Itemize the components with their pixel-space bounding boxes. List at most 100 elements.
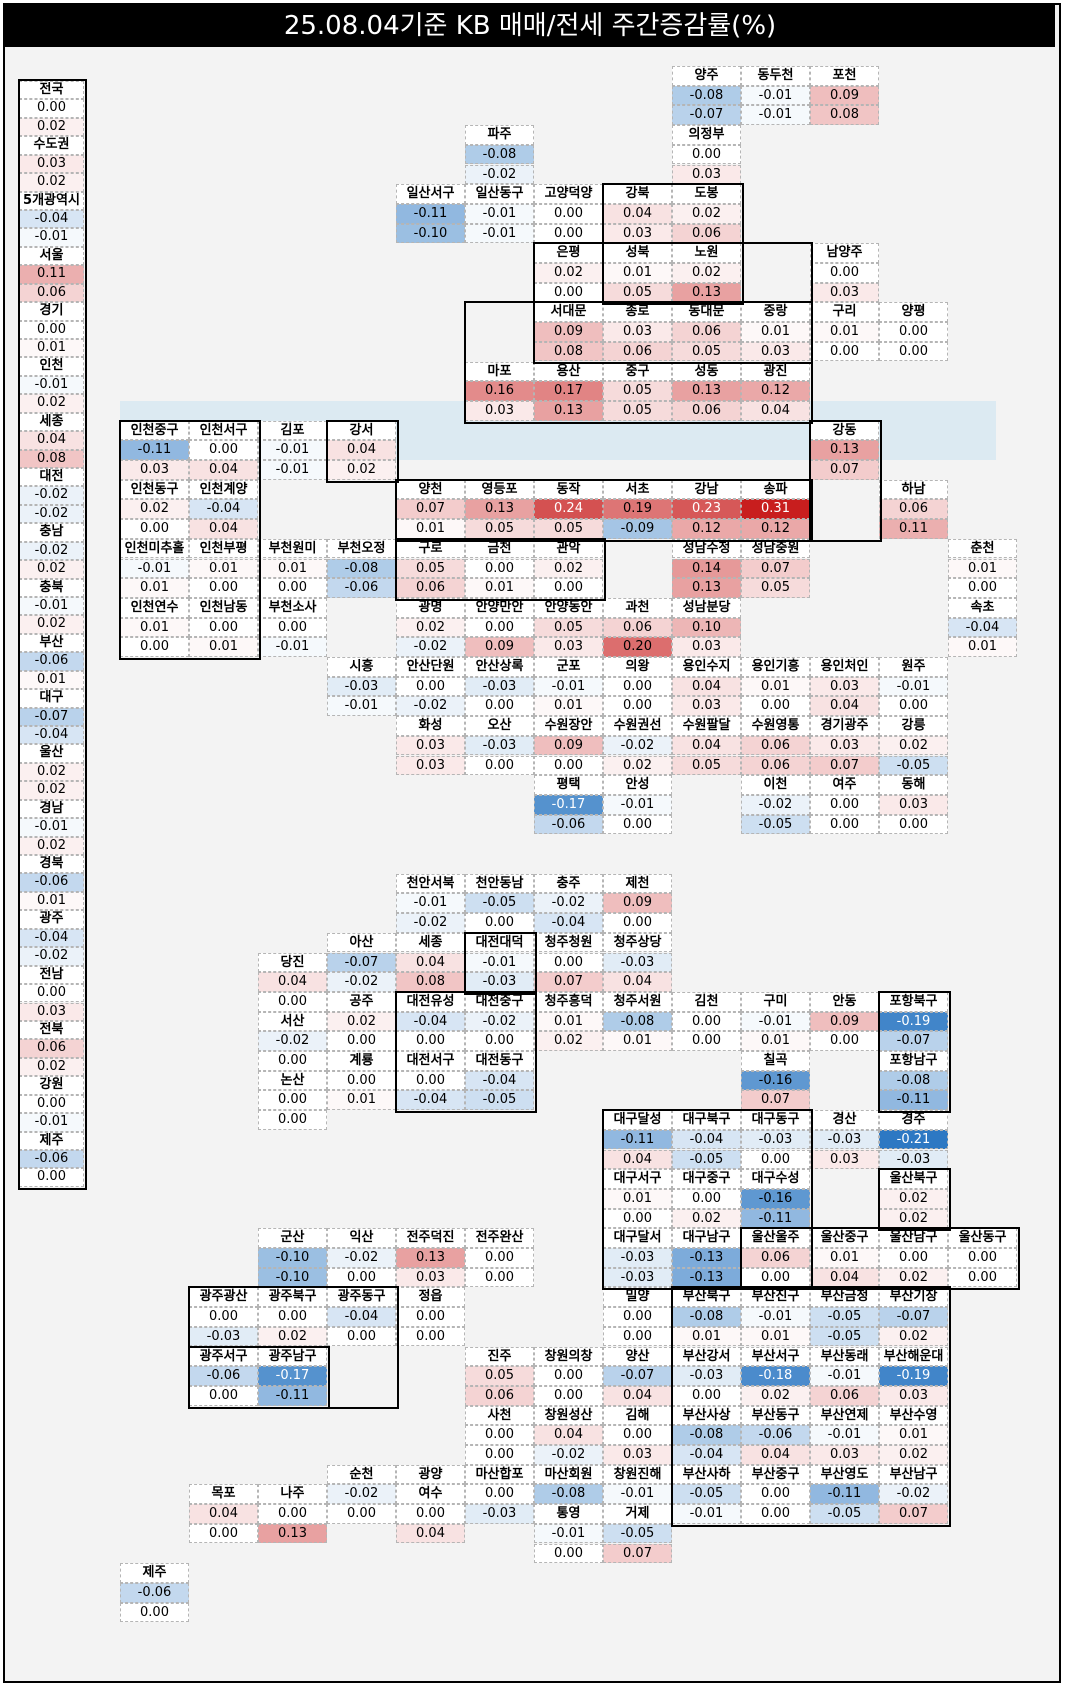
region-jeonse-b098c8fc: 0.13 [258, 1523, 327, 1544]
region-sale-c758c815bd80: 0.00 [672, 144, 741, 165]
region-label-c911ad6c: 중구 [603, 361, 672, 382]
region-sale-ad6cb9ac: 0.01 [810, 322, 879, 342]
region-sale-ad11c8fcad11c0b0: 0.00 [189, 1307, 258, 1327]
region-sale-c778cc9cbbf8cd94d640: -0.01 [120, 558, 189, 579]
region-label-ce60ace1: 칠곡 [741, 1051, 810, 1071]
region-sale-b098c8fc: 0.00 [258, 1504, 327, 1524]
region-sale-c81ccc9c: 0.09 [603, 893, 672, 914]
region-label-ac15c11c: 강서 [327, 420, 396, 441]
region-label-c775c0b0: 익산 [327, 1228, 396, 1248]
region-jeonse-b2f9c9c4: 0.00 [258, 991, 327, 1012]
region-jeonse-b300ad6cc11cad6c: 0.00 [603, 1208, 672, 1229]
region-jeonse-bc00c591: 0.00 [603, 1326, 672, 1347]
region-label-d654c131: 화성 [396, 716, 465, 736]
region-sale-b9c8c0b0d68cc6d0: -0.08 [534, 1484, 603, 1505]
region-jeonse-c11ccd08: -0.09 [603, 519, 672, 539]
region-sale-acc4b8e1: 0.00 [327, 1070, 396, 1091]
region-label-cc3dc6d0c9c4d574: 창원진해 [603, 1464, 672, 1485]
region-jeonse-b3c4bd09: 0.06 [672, 223, 741, 244]
region-jeonse-c1a1d30c: 0.12 [741, 519, 810, 539]
region-sale-c6a9c0b0: 0.17 [534, 381, 603, 401]
region-jeonse-bd80c0b0d574c6b4b300: 0.03 [879, 1385, 948, 1406]
region-label-c6a9c778cc98c778: 용인처인 [810, 657, 879, 677]
summary-sale-value: -0.07 [19, 707, 84, 727]
region-sale-c1a1d30c: 0.31 [741, 499, 810, 520]
region-sale-c591c8fc: -0.08 [672, 85, 741, 106]
summary-label: 강원 [19, 1076, 84, 1095]
region-sale-cd98cc9c: 0.01 [948, 558, 1017, 579]
region-sale-b3d9b300bb38: 0.06 [672, 322, 741, 342]
summary-sale-value: 0.04 [19, 431, 84, 450]
region-sale-bd80c0b0bd81ad6c: -0.08 [672, 1307, 741, 1327]
summary-sale-value: -0.06 [19, 873, 84, 892]
region-label-bd80c0b0b3d9b798: 부산동래 [810, 1346, 879, 1367]
region-label-c601b4f1d3ec: 영등포 [465, 479, 534, 500]
region-jeonse-c548b3d9: 0.00 [810, 1031, 879, 1051]
region-label-c815c74d: 정읍 [396, 1287, 465, 1308]
region-label-c6b8c0b0b0a8ad6c: 울산남구 [879, 1228, 948, 1248]
region-sale-b300ad6cb0a8ad6c: -0.13 [672, 1248, 741, 1268]
region-jeonse-b300c804c11cad6c: -0.04 [396, 1090, 465, 1111]
region-jeonse-c548c131: 0.00 [603, 814, 672, 835]
summary-jeonse-value: -0.02 [19, 947, 84, 966]
region-sale-ac15b989: 0.02 [879, 735, 948, 756]
region-jeonse-c6b8c0b0c911ad6c: 0.04 [810, 1267, 879, 1288]
region-jeonse-c81cc8fc: 0.00 [120, 1602, 189, 1623]
summary-jeonse-value: 0.02 [19, 560, 84, 579]
region-jeonse-c778cc9cc5f0c218: 0.00 [120, 637, 189, 657]
region-label-ccadc8fcccadc6d0: 청주청원 [534, 932, 603, 953]
region-label-acbdae30ad11c8fc: 경기광주 [810, 716, 879, 736]
region-sale-c131b0a8c911c6d0: 0.07 [741, 558, 810, 579]
region-jeonse-ad11c8fcc11cad6c: 0.00 [189, 1385, 258, 1406]
region-jeonse-ad6cb85c: 0.06 [396, 578, 465, 598]
region-label-ccadc8fcc0c1b2f9: 청주상당 [603, 932, 672, 953]
region-sale-d3ecd56db0a8ad6c: -0.08 [879, 1070, 948, 1091]
region-jeonse-b300c804c720c131: 0.00 [396, 1031, 465, 1051]
region-jeonse-ad11c8fcb0a8ad6c: -0.11 [258, 1385, 327, 1406]
summary-label: 충남 [19, 523, 84, 542]
region-sale-b178c6d0: 0.02 [672, 263, 741, 283]
region-label-bd80c0b0bd81ad6c: 부산북구 [672, 1287, 741, 1308]
region-sale-bd80cc9cc18cc0ac: 0.00 [258, 617, 327, 638]
region-jeonse-acf5c8fc: 0.00 [327, 1031, 396, 1051]
region-label-b3c4bd09: 도봉 [672, 184, 741, 204]
region-label-d30cc8fc: 파주 [465, 125, 534, 145]
region-sale-bd80c0b0c0acd558: -0.05 [672, 1484, 741, 1505]
region-label-d3ecd56dbd81ad6c: 포항북구 [879, 991, 948, 1012]
region-sale-c218c6d0c7a5c548: 0.09 [534, 735, 603, 756]
region-label-c131bd81: 성북 [603, 243, 672, 263]
region-label-ad11c8fcb0a8ad6c: 광주남구 [258, 1346, 327, 1367]
summary-label: 경북 [19, 855, 84, 874]
region-label-b3d9d574: 동해 [879, 775, 948, 795]
region-sale-ad11ba85: 0.02 [396, 617, 465, 638]
region-label-b9c8c0b0d569d3ec: 마산합포 [465, 1464, 534, 1485]
region-label-ad11c591: 광양 [396, 1464, 465, 1485]
region-label-acf5c8fc: 공주 [327, 991, 396, 1012]
region-label-c778cc9cacc4c591: 인천계양 [189, 479, 258, 500]
region-label-ccadc8fcd765b355: 청주흥덕 [534, 991, 603, 1012]
region-jeonse-bd80cc9cc624c815: -0.06 [327, 578, 396, 598]
region-sale-c131b3d9: 0.13 [672, 381, 741, 401]
region-label-bd80c0b0c11cad6c: 부산서구 [741, 1346, 810, 1367]
region-label-b098c8fc: 나주 [258, 1484, 327, 1505]
region-jeonse-bd80c0b0ac15c11c: 0.00 [672, 1385, 741, 1406]
summary-label: 경남 [19, 799, 84, 819]
region-sale-bd80c0b0c601b3c4: -0.11 [810, 1484, 879, 1505]
region-sale-bd80c0b0b3d9b798: -0.01 [810, 1366, 879, 1386]
region-sale-c18dcd08: -0.04 [948, 617, 1017, 638]
region-sale-ae40d574: 0.00 [603, 1425, 672, 1445]
region-sale-bd80c0b0c11cad6c: -0.18 [741, 1366, 810, 1386]
region-jeonse-bd80c0b0c5f0c81c: 0.03 [810, 1445, 879, 1465]
region-label-b178c6d0: 노원 [672, 243, 741, 263]
region-label-bd80c0b0ae08c815: 부산금정 [810, 1287, 879, 1308]
region-sale-b300c804c911ad6c: -0.02 [465, 1011, 534, 1032]
region-sale-c2dcd765: -0.03 [327, 676, 396, 697]
region-sale-c6a9c778c218c9c0: 0.04 [672, 676, 741, 697]
region-label-ad11c8fcbd81ad6c: 광주북구 [258, 1287, 327, 1308]
region-jeonse-ad11c8fcb3d9ad6c: 0.00 [327, 1326, 396, 1347]
region-sale-cc9cc548b3d9b0a8: -0.05 [465, 893, 534, 914]
region-label-bd80c0b0d574c6b4b300: 부산해운대 [879, 1346, 948, 1367]
region-sale-c778cc9cc911ad6c: -0.11 [120, 440, 189, 460]
region-jeonse-ac15b989: -0.05 [879, 755, 948, 776]
region-label-c544c0b0: 아산 [327, 932, 396, 953]
